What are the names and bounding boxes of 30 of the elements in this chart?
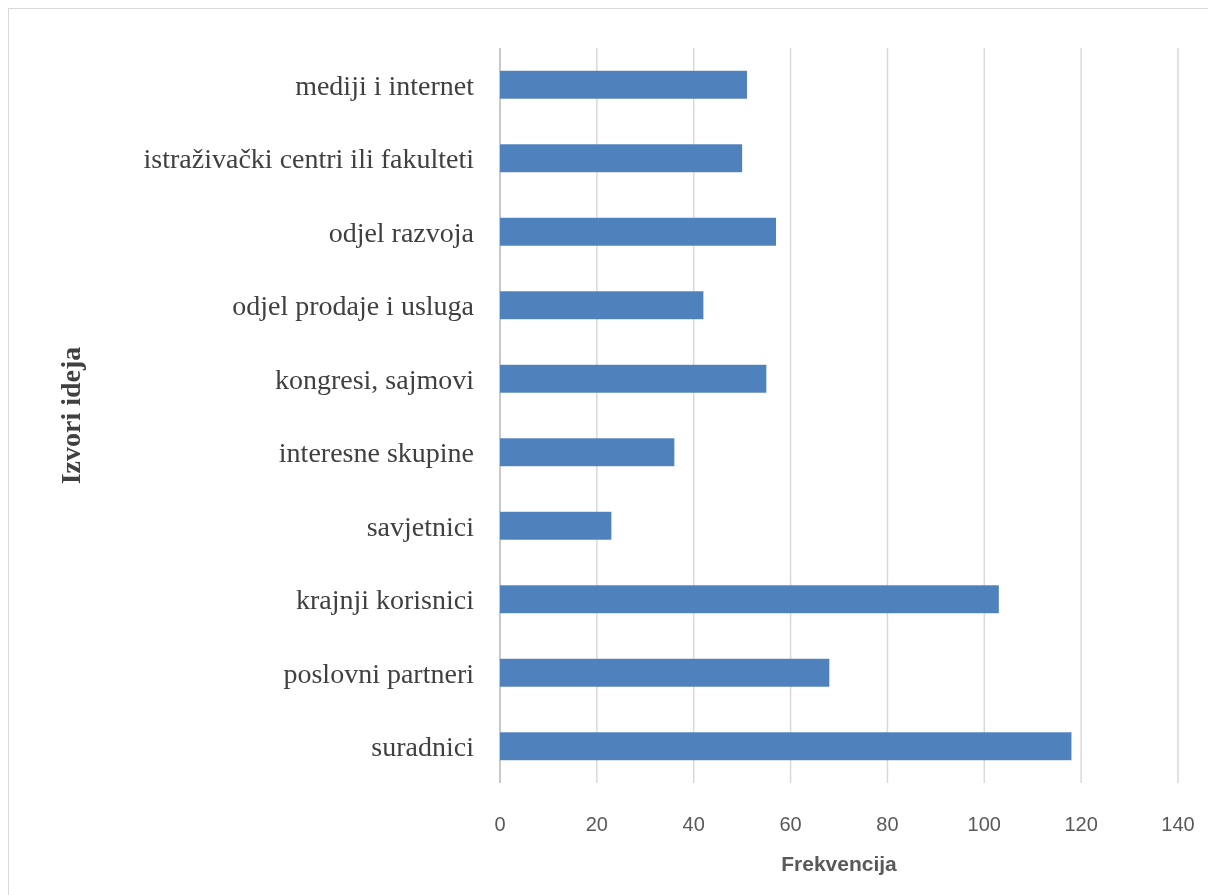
bar <box>500 364 767 393</box>
y-tick-label: suradnici <box>371 731 475 763</box>
y-tick-label: poslovni partneri <box>283 657 475 689</box>
y-tick-label: interesne skupine <box>278 437 474 469</box>
y-tick-label: savjetnici <box>366 510 475 542</box>
y-tick-label: krajnji korisnici <box>295 584 475 616</box>
x-tick-label: 60 <box>779 813 802 835</box>
x-tick-label: 120 <box>1064 813 1098 835</box>
bar <box>500 144 743 173</box>
bar <box>500 511 612 540</box>
x-axis-title: Frekvencija <box>781 852 898 875</box>
x-tick-label: 100 <box>967 813 1001 835</box>
y-tick-label: kongresi, sajmovi <box>274 363 475 395</box>
x-tick-label: 140 <box>1161 813 1195 835</box>
y-tick-label: odjel prodaje i usluga <box>232 290 475 322</box>
bar <box>500 732 1072 761</box>
y-tick-label: mediji i internet <box>295 69 475 101</box>
x-tick-label: 80 <box>876 813 899 835</box>
bar <box>500 291 704 320</box>
x-tick-label: 40 <box>682 813 705 835</box>
y-tick-label: istraživački centri ili fakulteti <box>143 143 475 175</box>
y-axis-title: Izvori ideja <box>55 346 86 485</box>
bar <box>500 658 830 687</box>
y-tick-label: odjel razvoja <box>328 216 475 248</box>
x-tick-label: 0 <box>494 813 506 835</box>
x-tick-label: 20 <box>585 813 608 835</box>
bar <box>500 70 747 99</box>
bar <box>500 585 999 614</box>
bar <box>500 438 675 467</box>
bar <box>500 217 777 246</box>
